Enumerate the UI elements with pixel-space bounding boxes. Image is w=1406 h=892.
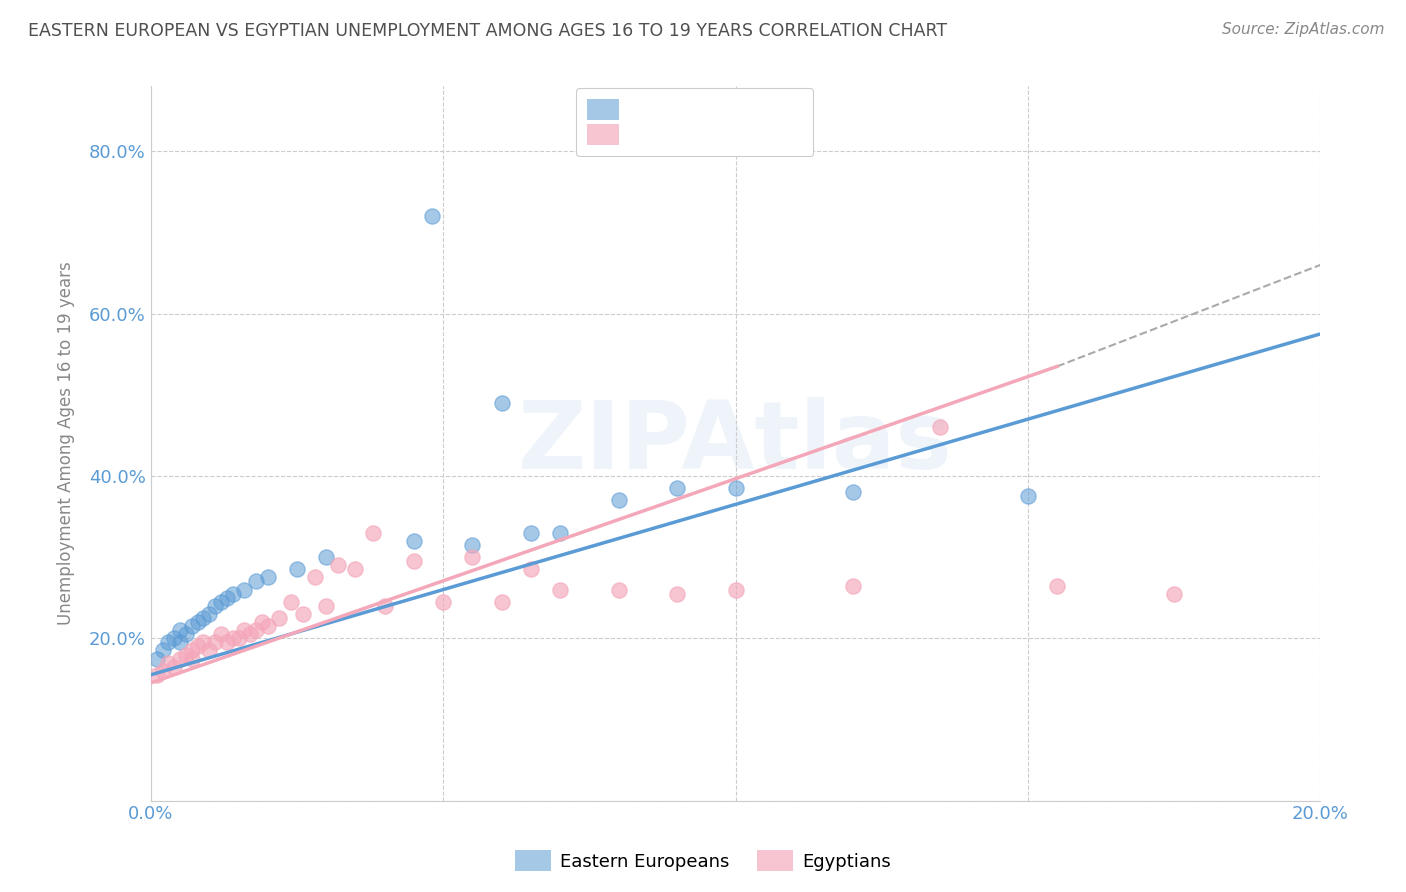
Point — [169, 635, 191, 649]
Point — [209, 595, 232, 609]
Point — [315, 550, 337, 565]
Point — [250, 615, 273, 629]
Point — [1046, 578, 1069, 592]
Point — [233, 623, 256, 637]
Point — [187, 615, 209, 629]
Point — [491, 396, 513, 410]
Point — [420, 209, 443, 223]
Point — [256, 619, 278, 633]
Point — [520, 562, 543, 576]
Point — [666, 587, 689, 601]
Text: R =: R = — [589, 110, 628, 128]
Point — [228, 632, 250, 646]
Point — [304, 570, 326, 584]
Point — [432, 595, 454, 609]
Point — [174, 627, 197, 641]
Text: N =: N = — [668, 138, 720, 156]
Text: Source: ZipAtlas.com: Source: ZipAtlas.com — [1222, 22, 1385, 37]
Text: ZIPAtlas: ZIPAtlas — [519, 398, 953, 490]
Point — [491, 595, 513, 609]
Point — [221, 587, 243, 601]
Legend: Eastern Europeans, Egyptians: Eastern Europeans, Egyptians — [508, 843, 898, 879]
Point — [245, 623, 267, 637]
Point — [204, 635, 226, 649]
Point — [198, 643, 221, 657]
Point — [174, 648, 197, 662]
Text: R =: R = — [589, 138, 628, 156]
Point — [221, 632, 243, 646]
Point — [193, 611, 215, 625]
Point — [180, 619, 202, 633]
Point — [1017, 489, 1039, 503]
Point — [152, 664, 174, 678]
Point — [187, 640, 209, 654]
Point — [245, 574, 267, 589]
Point — [180, 651, 202, 665]
Point — [169, 651, 191, 665]
Point — [215, 591, 238, 605]
Point — [402, 554, 425, 568]
Point — [285, 562, 308, 576]
Point — [180, 643, 202, 657]
Y-axis label: Unemployment Among Ages 16 to 19 years: Unemployment Among Ages 16 to 19 years — [58, 261, 75, 625]
Point — [315, 599, 337, 613]
Point — [280, 595, 302, 609]
Text: EASTERN EUROPEAN VS EGYPTIAN UNEMPLOYMENT AMONG AGES 16 TO 19 YEARS CORRELATION : EASTERN EUROPEAN VS EGYPTIAN UNEMPLOYMEN… — [28, 22, 948, 40]
Point — [607, 582, 630, 597]
Point — [198, 607, 221, 621]
Point — [666, 481, 689, 495]
Text: 0.521: 0.521 — [621, 110, 679, 128]
Point — [841, 578, 863, 592]
Point — [163, 632, 186, 646]
Point — [169, 623, 191, 637]
Point — [461, 550, 484, 565]
Point — [233, 582, 256, 597]
Text: 31: 31 — [706, 110, 730, 128]
Text: N =: N = — [668, 110, 720, 128]
Point — [548, 525, 571, 540]
Point — [157, 656, 180, 670]
Point — [374, 599, 396, 613]
Point — [163, 659, 186, 673]
Point — [548, 582, 571, 597]
Point — [215, 635, 238, 649]
Point — [145, 668, 167, 682]
Point — [344, 562, 367, 576]
Point — [607, 493, 630, 508]
Text: 43: 43 — [706, 138, 730, 156]
Point — [361, 525, 384, 540]
Point — [209, 627, 232, 641]
Point — [724, 481, 747, 495]
Point — [157, 635, 180, 649]
Point — [1163, 587, 1185, 601]
Point — [841, 485, 863, 500]
Point — [204, 599, 226, 613]
Point — [256, 570, 278, 584]
Point — [326, 558, 349, 573]
Text: 0.510: 0.510 — [621, 138, 679, 156]
Point — [291, 607, 314, 621]
Point — [929, 420, 952, 434]
Point — [520, 525, 543, 540]
Legend:                               ,                               : , — [576, 88, 814, 156]
Point — [145, 651, 167, 665]
Point — [461, 538, 484, 552]
Point — [724, 582, 747, 597]
Point — [402, 533, 425, 548]
Point — [193, 635, 215, 649]
Point — [239, 627, 262, 641]
Point — [269, 611, 291, 625]
Point — [152, 643, 174, 657]
